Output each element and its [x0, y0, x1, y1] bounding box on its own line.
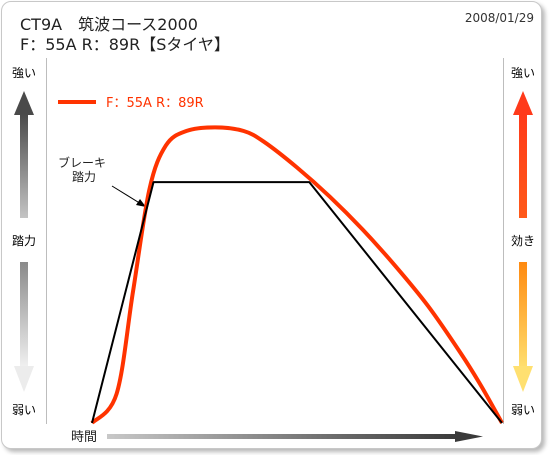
series-layer — [90, 125, 504, 425]
left-axis-title: 踏力 — [12, 234, 36, 248]
x-axis-arrow-head — [455, 431, 483, 442]
right-axis-bottom-label: 弱い — [511, 403, 535, 417]
right-axis-top-label: 強い — [511, 66, 535, 80]
annotation-line1: ブレーキ — [58, 155, 106, 170]
right-down-arrow-head — [513, 366, 533, 392]
legend-label: F：55A R：89R — [106, 96, 204, 111]
left-up-arrow-head — [14, 91, 34, 115]
chart-frame — [1, 1, 542, 449]
right-axis-title: 効き — [511, 233, 535, 248]
chart-title: CT9A 筑波コース2000 — [20, 15, 198, 34]
right-up-arrow-head — [513, 91, 533, 115]
right-down-arrow-shaft — [519, 262, 527, 369]
left-axis-top-label: 強い — [12, 66, 36, 80]
chart-date: 2008/01/29 — [464, 11, 534, 25]
plot-area — [46, 58, 504, 424]
annotation-leader-head — [136, 199, 146, 207]
annotation-line2: 踏力 — [72, 170, 96, 184]
x-axis-title: 時間 — [71, 430, 97, 445]
pedal-force-line — [91, 181, 503, 424]
left-down-arrow-head — [14, 366, 34, 392]
x-axis-arrow-shaft — [107, 434, 457, 439]
left-axis-bottom-label: 弱い — [12, 403, 36, 417]
right-up-arrow-shaft — [519, 114, 527, 218]
left-down-arrow-shaft — [20, 262, 28, 369]
chart-subtitle: F：55A R：89R【Sタイヤ】 — [20, 35, 230, 54]
effect-curve-line — [90, 125, 504, 425]
left-up-arrow-shaft — [20, 114, 28, 218]
